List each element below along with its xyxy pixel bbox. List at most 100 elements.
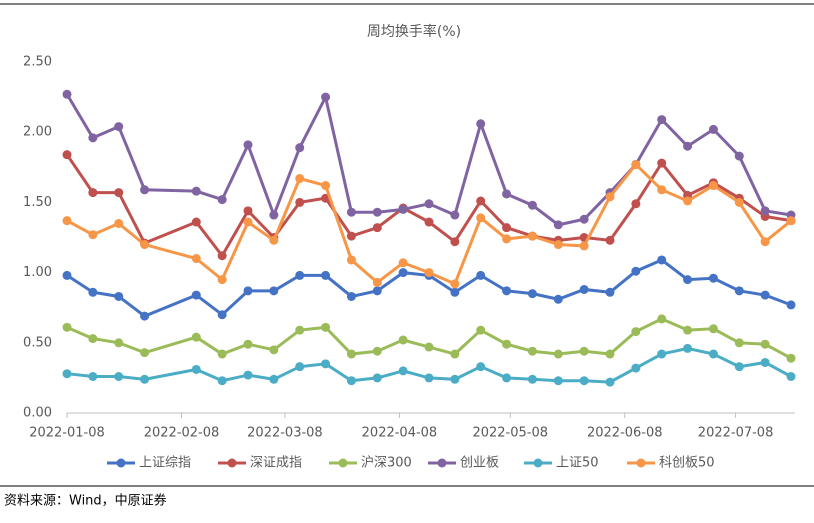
series-point [502, 234, 512, 244]
series-point [734, 362, 744, 372]
series-point [424, 199, 434, 209]
series-point [372, 207, 382, 217]
y-tick-label: 1.50 [23, 195, 52, 210]
series-point [372, 286, 382, 296]
source-note: 资料来源：Wind，中原证券 [4, 493, 167, 509]
series-point [760, 339, 770, 349]
series-point [683, 325, 693, 335]
series-point [450, 210, 460, 220]
x-tick-label: 2022-06-08 [587, 426, 663, 441]
series-point [605, 192, 615, 202]
series-point [657, 115, 667, 125]
series-point [346, 291, 356, 301]
series-point [657, 255, 667, 265]
series-point [243, 217, 253, 227]
series-point [321, 359, 331, 369]
series-point [217, 251, 227, 261]
series-point [527, 200, 537, 210]
series-point [450, 237, 460, 247]
series-point [346, 376, 356, 386]
series-point [631, 266, 641, 276]
series-point [527, 374, 537, 384]
legend-label: 深证成指 [250, 456, 302, 471]
series-point [114, 218, 124, 228]
legend-label: 科创板50 [659, 456, 715, 471]
series-point [295, 362, 305, 372]
series-point [217, 275, 227, 285]
series-point [502, 373, 512, 383]
series-point [760, 290, 770, 300]
series-point [708, 181, 718, 191]
series-point [708, 273, 718, 283]
series-point [683, 141, 693, 151]
x-tick-label: 2022-05-08 [472, 426, 548, 441]
series-point [140, 374, 150, 384]
series-point [372, 277, 382, 287]
series-point [243, 370, 253, 380]
series-point [579, 214, 589, 224]
series-point [114, 188, 124, 198]
legend-label: 创业板 [460, 456, 499, 471]
series-point [372, 373, 382, 383]
series-point [243, 140, 253, 150]
series-point [88, 133, 98, 143]
series-point [398, 258, 408, 268]
series-point [269, 374, 279, 384]
series-point [579, 284, 589, 294]
x-tick-label: 2022-01-08 [29, 426, 105, 441]
series-point [605, 287, 615, 297]
series-point [114, 291, 124, 301]
legend-marker [338, 458, 348, 468]
series-point [269, 235, 279, 245]
series-point [631, 363, 641, 373]
series-point [502, 286, 512, 296]
series-point [605, 377, 615, 387]
series-point [657, 314, 667, 324]
series-point [450, 279, 460, 289]
x-tick-label: 2022-02-08 [144, 426, 220, 441]
series-line [66, 162, 792, 286]
legend-marker [116, 458, 126, 468]
series-point [708, 349, 718, 359]
series-point [217, 349, 227, 359]
series-point [502, 189, 512, 199]
series-point [140, 348, 150, 358]
series-point [398, 268, 408, 278]
chart-title: 周均换手率(%) [367, 23, 461, 40]
series-point [476, 213, 486, 223]
series-point [62, 270, 72, 280]
series-point [398, 366, 408, 376]
series-point [657, 349, 667, 359]
series-point [88, 371, 98, 381]
series-point [683, 343, 693, 353]
series-point [321, 181, 331, 191]
series-point [346, 231, 356, 241]
series-point [62, 322, 72, 332]
legend-marker [533, 458, 543, 468]
series-point [191, 364, 201, 374]
series-point [683, 196, 693, 206]
series-point [88, 334, 98, 344]
series-point [321, 92, 331, 102]
series-point [579, 241, 589, 251]
series-point [579, 376, 589, 386]
series-point [398, 204, 408, 214]
legend-marker [437, 458, 447, 468]
series-point [62, 369, 72, 379]
series-point [450, 287, 460, 297]
series-point [217, 195, 227, 205]
series-point [140, 185, 150, 195]
series-line [66, 258, 792, 318]
series-point [553, 294, 563, 304]
y-tick-label: 2.00 [23, 125, 52, 140]
series-line [66, 317, 792, 360]
series-point [476, 196, 486, 206]
series-point [62, 216, 72, 226]
series-point [140, 311, 150, 321]
series-point [786, 216, 796, 226]
legend-label: 沪深300 [361, 455, 412, 471]
series-point [62, 89, 72, 99]
series-point [424, 373, 434, 383]
